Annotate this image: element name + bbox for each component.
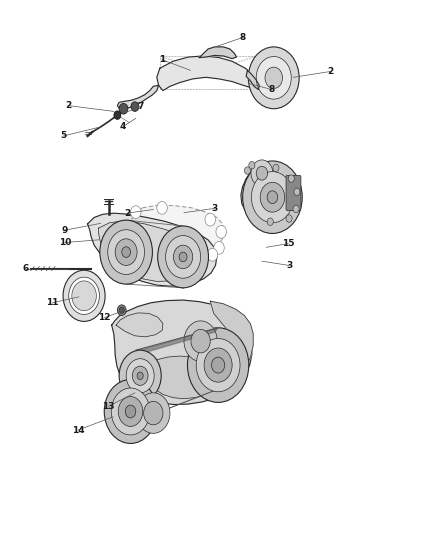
Circle shape — [119, 350, 161, 401]
Circle shape — [100, 220, 152, 284]
Circle shape — [137, 393, 170, 433]
Polygon shape — [116, 313, 163, 337]
Circle shape — [204, 348, 232, 382]
Circle shape — [249, 161, 255, 169]
Circle shape — [216, 225, 226, 238]
Circle shape — [166, 236, 201, 278]
Circle shape — [104, 379, 157, 443]
Circle shape — [248, 47, 299, 109]
Polygon shape — [99, 221, 204, 281]
Circle shape — [144, 401, 163, 425]
Circle shape — [212, 357, 225, 373]
Circle shape — [205, 213, 215, 226]
Circle shape — [265, 67, 283, 88]
Polygon shape — [112, 300, 252, 405]
Circle shape — [273, 164, 279, 172]
Circle shape — [137, 372, 143, 379]
Circle shape — [260, 182, 285, 212]
Text: 4: 4 — [120, 123, 126, 131]
Text: 15: 15 — [282, 239, 294, 248]
FancyBboxPatch shape — [286, 175, 301, 211]
Circle shape — [125, 405, 136, 418]
Polygon shape — [157, 56, 256, 91]
Circle shape — [132, 366, 148, 385]
Circle shape — [63, 270, 105, 321]
Text: 10: 10 — [59, 238, 71, 247]
Circle shape — [288, 175, 294, 182]
Circle shape — [117, 305, 126, 316]
Circle shape — [119, 307, 124, 313]
Circle shape — [184, 321, 217, 361]
Circle shape — [286, 215, 292, 222]
Polygon shape — [246, 70, 259, 90]
Circle shape — [256, 166, 268, 180]
Circle shape — [251, 172, 293, 223]
Text: 12: 12 — [98, 313, 110, 322]
Text: 6: 6 — [22, 264, 28, 273]
Text: 3: 3 — [286, 261, 292, 270]
Circle shape — [244, 167, 251, 174]
Text: 11: 11 — [46, 298, 59, 307]
Polygon shape — [241, 164, 300, 222]
Circle shape — [243, 161, 302, 233]
Circle shape — [69, 277, 99, 314]
Text: 8: 8 — [268, 85, 275, 94]
Circle shape — [294, 188, 300, 196]
Circle shape — [191, 329, 210, 353]
Circle shape — [126, 359, 154, 393]
Polygon shape — [199, 47, 237, 59]
Circle shape — [196, 338, 240, 392]
Circle shape — [131, 102, 139, 111]
Circle shape — [187, 328, 249, 402]
Circle shape — [114, 111, 121, 119]
Circle shape — [173, 245, 193, 269]
Polygon shape — [124, 205, 224, 259]
Polygon shape — [145, 301, 253, 399]
Circle shape — [256, 56, 291, 99]
Text: 2: 2 — [65, 101, 71, 110]
Circle shape — [72, 281, 96, 311]
Text: 3: 3 — [212, 204, 218, 213]
Text: 7: 7 — [137, 102, 143, 111]
Circle shape — [158, 226, 208, 288]
Circle shape — [214, 241, 224, 254]
Circle shape — [207, 248, 218, 261]
Circle shape — [179, 252, 187, 262]
Text: 8: 8 — [240, 33, 246, 42]
Polygon shape — [88, 213, 217, 286]
Circle shape — [122, 247, 131, 257]
Circle shape — [118, 397, 143, 426]
Circle shape — [115, 239, 137, 265]
Text: 13: 13 — [102, 402, 115, 410]
Circle shape — [111, 388, 150, 435]
Circle shape — [108, 230, 145, 274]
Text: 14: 14 — [72, 426, 84, 434]
Circle shape — [157, 201, 167, 214]
Text: 2: 2 — [328, 67, 334, 76]
Polygon shape — [129, 328, 218, 394]
Text: 9: 9 — [62, 226, 68, 235]
Circle shape — [251, 160, 273, 187]
Circle shape — [267, 218, 273, 225]
Circle shape — [293, 205, 299, 213]
Text: 1: 1 — [159, 55, 165, 64]
Polygon shape — [117, 85, 159, 109]
Text: 5: 5 — [60, 132, 67, 140]
Circle shape — [267, 191, 278, 204]
Text: 2: 2 — [124, 209, 130, 217]
Circle shape — [119, 103, 128, 114]
Circle shape — [131, 206, 141, 219]
